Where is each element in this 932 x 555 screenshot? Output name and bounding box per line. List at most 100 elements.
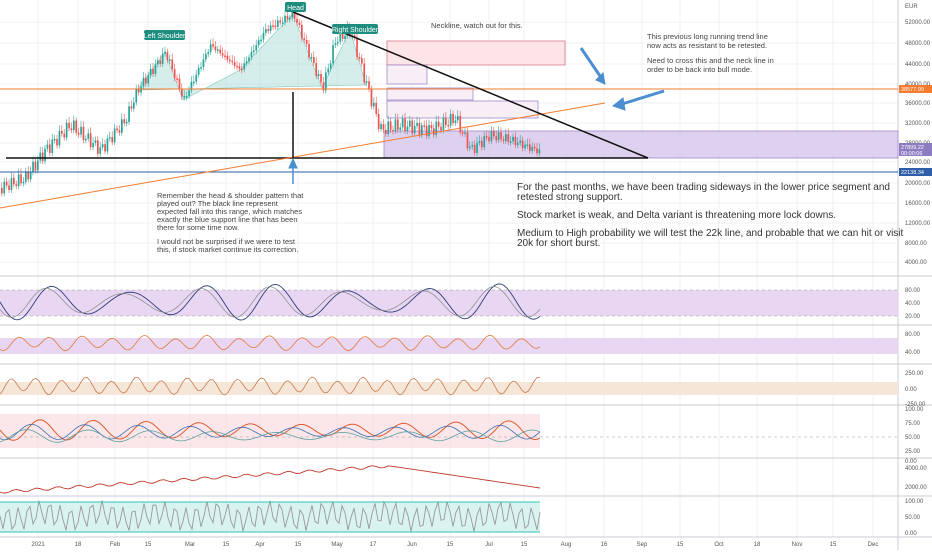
price-label: 16000.00: [905, 201, 931, 207]
candle-body: [178, 78, 181, 90]
candle-body: [44, 148, 46, 162]
candle-body: [145, 77, 147, 84]
price-axis[interactable]: EUR 52000.0048000.0044000.0040000.003600…: [899, 4, 932, 266]
indicator-line: [0, 500, 541, 532]
candle-body: [185, 95, 188, 98]
indicator-axis-label: 80.00: [905, 332, 921, 338]
ind6-band: [0, 502, 540, 532]
svg-text:27899.22: 27899.22: [901, 145, 924, 151]
candle-body: [243, 63, 246, 70]
candle-body: [490, 130, 493, 142]
candle-body: [238, 66, 241, 69]
time-label: 15: [223, 542, 230, 548]
candle-body: [142, 77, 145, 87]
indicator-axis-label: 25.00: [905, 449, 921, 455]
time-label: 15: [521, 542, 528, 548]
candle-body: [111, 137, 114, 143]
candle-body: [514, 136, 517, 146]
candle-body: [449, 113, 452, 126]
indicator-axis-label: 75.00: [905, 421, 921, 427]
zone-box-2: [386, 64, 428, 85]
price-label: 4000.00: [905, 260, 927, 266]
price-label: 12000.00: [905, 221, 931, 227]
candle-body: [428, 125, 430, 137]
candle-body: [291, 11, 294, 18]
candle-body: [39, 152, 42, 161]
candle-body: [166, 51, 169, 61]
candle-body: [320, 74, 322, 83]
svg-text:EUR: EUR: [905, 4, 918, 10]
candle-body: [519, 140, 522, 143]
candle-body: [248, 57, 250, 62]
candle-body: [387, 121, 390, 135]
candle-body: [118, 130, 121, 133]
indicator-axis-label: 100.00: [905, 499, 924, 505]
price-candles: [1, 5, 541, 197]
long-trend-line[interactable]: [0, 102, 606, 209]
candle-body: [337, 41, 339, 44]
resistance-note: This previous long running trend line no…: [647, 32, 774, 74]
candle-body: [361, 58, 363, 64]
price-label: 32000.00: [905, 121, 931, 127]
candle-body: [190, 81, 193, 91]
time-label: Oct: [714, 542, 724, 548]
indicator-axis-label: 20.00: [905, 314, 921, 320]
indicator-line: [0, 419, 541, 441]
time-axis[interactable]: 2021 18 Feb 15 Mar 15 Apr 15 May 17 Jun 15 Jul 15 Aug 1…: [31, 542, 878, 548]
candle-body: [327, 68, 330, 73]
candle-body: [231, 60, 234, 63]
candle-body: [209, 44, 212, 53]
candle-body: [325, 72, 327, 91]
time-label: 17: [370, 542, 377, 548]
candle-body: [274, 25, 277, 28]
indicator-axis-label: 4000.00: [905, 466, 927, 472]
candle-body: [483, 136, 486, 148]
candle-body: [219, 49, 222, 54]
svg-text:For the past months, we have b: For the past months, we have been tradin…: [517, 182, 890, 193]
svg-text:Left Shoulder: Left Shoulder: [144, 33, 186, 40]
indicator-line: [0, 286, 541, 318]
candle-body: [495, 136, 498, 141]
candle-body: [377, 113, 380, 130]
candle-body: [197, 67, 200, 75]
candle-body: [406, 126, 409, 132]
ind1-band: [0, 290, 898, 316]
candle-body: [195, 74, 198, 82]
svg-text:this, if stock market continue: this, if stock market continue its corre…: [157, 245, 298, 254]
price-label: 8000.00: [905, 241, 927, 247]
candle-body: [212, 44, 214, 47]
time-label: 16: [601, 542, 608, 548]
left-shoulder-label: Left Shoulder: [144, 30, 186, 40]
svg-text:there for some time now.: there for some time now.: [157, 223, 239, 232]
candle-body: [214, 46, 217, 51]
svg-text:retested strong support.: retested strong support.: [517, 192, 623, 203]
candle-body: [267, 29, 270, 31]
candle-body: [65, 122, 68, 138]
candle-body: [368, 81, 370, 90]
candle-body: [128, 106, 130, 122]
zone-box-3: [386, 87, 474, 101]
candle-body: [382, 124, 385, 130]
candle-body: [466, 132, 469, 149]
candle-body: [334, 43, 337, 46]
time-label: Nov: [792, 542, 803, 548]
annotation-arrows: [288, 47, 665, 184]
indicator-line: [0, 423, 541, 441]
candle-body: [435, 121, 438, 135]
candle-body: [49, 144, 51, 153]
indicator-axis-label: 0.00: [905, 387, 917, 393]
candle-body: [106, 138, 109, 152]
candle-body: [56, 139, 58, 146]
descending-trend-line[interactable]: [292, 11, 649, 159]
candle-body: [116, 128, 118, 131]
candle-body: [159, 60, 162, 64]
indicator-axis: 80.00 40.00 20.00 80.00 40.00 250.00 0.00 -250.…: [905, 288, 927, 537]
time-label: 15: [830, 542, 837, 548]
price-zones[interactable]: [383, 40, 899, 159]
candle-body: [173, 69, 176, 79]
candle-body: [152, 68, 154, 74]
candle-body: [521, 140, 524, 149]
svg-text:20k for short burst.: 20k for short burst.: [517, 238, 600, 249]
